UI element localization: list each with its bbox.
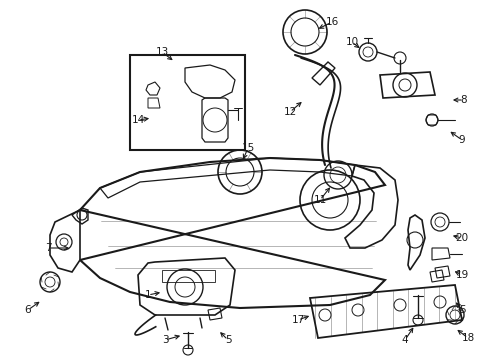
Text: 19: 19 bbox=[454, 270, 468, 280]
Text: 8: 8 bbox=[460, 95, 467, 105]
Text: 12: 12 bbox=[283, 107, 296, 117]
Text: 1: 1 bbox=[144, 290, 151, 300]
Text: 11: 11 bbox=[313, 195, 326, 205]
Text: 20: 20 bbox=[454, 233, 468, 243]
Text: 3: 3 bbox=[162, 335, 168, 345]
Text: 9: 9 bbox=[458, 135, 465, 145]
Text: 7: 7 bbox=[44, 243, 51, 253]
Text: 6: 6 bbox=[24, 305, 31, 315]
Text: 4: 4 bbox=[401, 335, 407, 345]
Text: 15: 15 bbox=[241, 143, 254, 153]
Text: 5: 5 bbox=[224, 335, 231, 345]
Text: 5: 5 bbox=[458, 305, 465, 315]
Text: 13: 13 bbox=[155, 47, 168, 57]
Text: 18: 18 bbox=[461, 333, 474, 343]
Text: 16: 16 bbox=[325, 17, 338, 27]
Text: 17: 17 bbox=[291, 315, 304, 325]
Text: 14: 14 bbox=[131, 115, 144, 125]
Text: 10: 10 bbox=[345, 37, 358, 47]
